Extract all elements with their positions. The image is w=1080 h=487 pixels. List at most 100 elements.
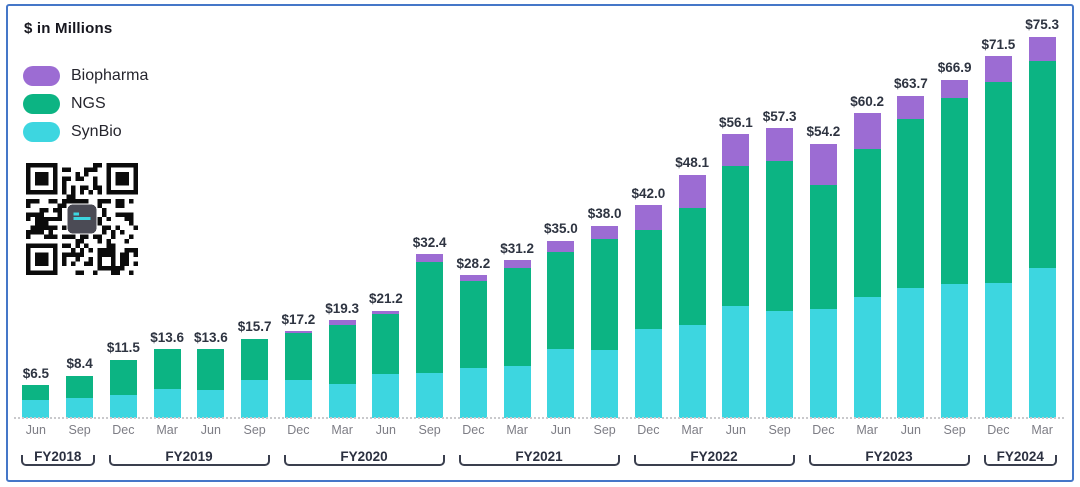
fy-bracket	[983, 455, 1057, 466]
bar-stack	[766, 128, 794, 418]
bar-segment-biopharma	[591, 225, 619, 239]
fy-bracket	[808, 455, 970, 466]
fy-group-fy2018: FY2018	[14, 448, 102, 470]
bar-column-4: $13.6	[145, 12, 189, 418]
bar-segment-ngs	[941, 97, 969, 285]
bar-value-label: $28.2	[456, 255, 491, 271]
fy-label: FY2024	[987, 449, 1053, 464]
bar-column-22: $66.9	[933, 12, 977, 418]
bar-value-label: $57.3	[762, 108, 797, 124]
bar-column-13: $35.0	[539, 12, 583, 418]
bar-segment-synbio	[722, 306, 750, 418]
chart-title: $ in Millions	[24, 20, 113, 37]
ngs-swatch-icon	[23, 94, 60, 114]
bar-segment-biopharma	[678, 174, 706, 209]
bar-segment-biopharma	[897, 95, 925, 119]
bar-segment-ngs	[591, 238, 619, 350]
bar-segment-synbio	[766, 311, 794, 418]
bar-segment-synbio	[416, 373, 444, 418]
fy-label: FY2020	[331, 449, 397, 464]
bar-segment-synbio	[459, 367, 487, 418]
bar-stack	[66, 375, 94, 418]
bar-stack	[678, 174, 706, 418]
bar-segment-ngs	[766, 161, 794, 312]
bar-segment-synbio	[197, 390, 225, 418]
bar-column-2: $8.4	[58, 12, 102, 418]
month-label: Dec	[462, 423, 485, 437]
bar-segment-ngs	[416, 262, 444, 373]
legend-label-ngs: NGS	[71, 95, 106, 112]
bar-segment-synbio	[109, 394, 137, 418]
bar-segment-ngs	[284, 332, 312, 381]
bar-segment-ngs	[984, 82, 1012, 283]
bar-segment-synbio	[22, 400, 50, 418]
bar-segment-biopharma	[634, 205, 662, 230]
fy-bracket	[458, 455, 620, 466]
bar-segment-biopharma	[284, 331, 312, 333]
bar-segment-synbio	[503, 365, 531, 418]
bar-value-label: $19.3	[325, 300, 360, 316]
month-label: Dec	[112, 423, 135, 437]
month-label: Mar	[681, 423, 703, 437]
bar-value-label: $66.9	[937, 60, 972, 76]
bar-segment-synbio	[284, 380, 312, 418]
bar-value-label: $6.5	[22, 365, 50, 381]
fy-label: FY2023	[856, 449, 922, 464]
bar-stack	[22, 385, 50, 418]
bar-stack	[197, 349, 225, 418]
fy-bracket	[633, 455, 795, 466]
bar-value-label: $38.0	[587, 206, 622, 222]
bar-column-12: $31.2	[495, 12, 539, 418]
bar-segment-biopharma	[853, 113, 881, 150]
bar-column-7: $17.2	[277, 12, 321, 418]
bars-container: $6.5 $8.4 $11.5 $13.6 $13.6 $15.7 $17.2 $19.3 $2…	[14, 12, 1064, 418]
bar-stack	[853, 113, 881, 418]
qr-code-image	[26, 163, 138, 275]
fy-label: FY2022	[681, 449, 747, 464]
bar-segment-ngs	[897, 118, 925, 288]
bar-segment-biopharma	[941, 79, 969, 98]
bar-segment-ngs	[328, 324, 356, 384]
month-label: Jun	[550, 423, 571, 437]
bar-value-label: $15.7	[237, 319, 272, 335]
fy-label: FY2018	[25, 449, 91, 464]
bar-segment-biopharma	[459, 275, 487, 281]
fy-group-fy2019: FY2019	[102, 448, 277, 470]
bar-segment-synbio	[591, 349, 619, 418]
bar-segment-ngs	[197, 349, 225, 391]
bar-column-11: $28.2	[452, 12, 496, 418]
fy-bracket	[283, 455, 445, 466]
bar-column-8: $19.3	[320, 12, 364, 418]
bar-stack	[416, 254, 444, 418]
bar-value-label: $71.5	[981, 36, 1016, 52]
bar-value-label: $75.3	[1025, 17, 1060, 33]
bar-segment-ngs	[853, 149, 881, 298]
month-label: Dec	[637, 423, 660, 437]
bar-column-19: $54.2	[802, 12, 846, 418]
bar-value-label: $8.4	[66, 356, 93, 372]
bar-segment-synbio	[66, 397, 94, 418]
bar-column-15: $42.0	[627, 12, 671, 418]
bar-segment-synbio	[634, 328, 662, 418]
bar-segment-synbio	[1028, 268, 1056, 418]
bar-value-label: $32.4	[412, 234, 447, 250]
fy-bracket	[108, 455, 270, 466]
bar-segment-biopharma	[984, 56, 1012, 83]
plot-area: $6.5 $8.4 $11.5 $13.6 $13.6 $15.7 $17.2 $19.3 $2…	[14, 12, 1064, 418]
x-axis-baseline	[14, 417, 1064, 419]
bar-segment-ngs	[22, 385, 50, 401]
bar-segment-ngs	[1028, 61, 1056, 269]
bar-column-18: $57.3	[758, 12, 802, 418]
fy-label: FY2019	[156, 449, 222, 464]
biopharma-swatch-icon	[23, 66, 60, 86]
bar-column-9: $21.2	[364, 12, 408, 418]
fy-group-fy2022: FY2022	[627, 448, 802, 470]
bar-stack	[897, 95, 925, 418]
bar-segment-ngs	[809, 185, 837, 309]
legend-item-synbio: SynBio	[23, 118, 148, 146]
bar-segment-synbio	[153, 388, 181, 418]
fy-group-fy2020: FY2020	[277, 448, 452, 470]
bar-segment-synbio	[547, 348, 575, 418]
bar-column-5: $13.6	[189, 12, 233, 418]
legend-label-synbio: SynBio	[71, 123, 122, 140]
